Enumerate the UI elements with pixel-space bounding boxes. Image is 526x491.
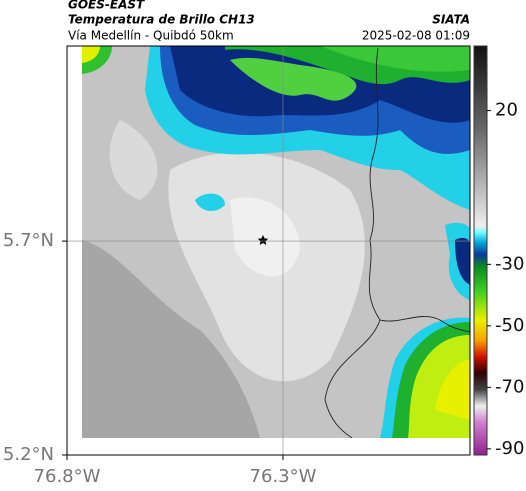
colorbar-label: -50 [495,315,524,336]
title: Temperatura de Brillo CH13 [68,13,255,27]
colorbar-label: 20 [495,100,518,121]
colorbar [473,45,488,456]
datetime: 2025-02-08 01:09 [362,29,470,43]
y-tick-label: 5.7°N [3,230,54,251]
subtitle: Vía Medellín - Quibdó 50km [68,29,234,43]
colorbar-label: -70 [495,376,524,397]
map-frame [66,45,471,456]
x-tick-label: 76.3°W [250,466,317,487]
y-tick-label: 5.2°N [3,444,54,465]
satellite-image [82,46,470,438]
x-tick-label: 76.8°W [34,466,101,487]
colorbar-label: -30 [495,253,524,274]
org: SIATA [432,13,470,27]
colorbar-label: -90 [495,438,524,459]
source: GOES-EAST [68,0,145,12]
